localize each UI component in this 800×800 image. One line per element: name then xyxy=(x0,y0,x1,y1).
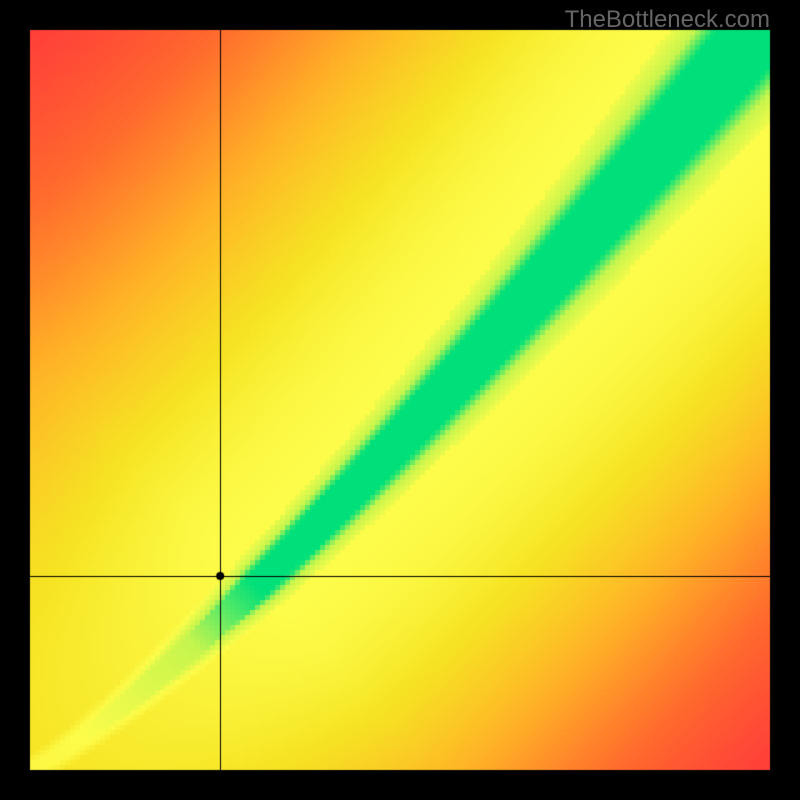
watermark-label: TheBottleneck.com xyxy=(565,6,770,34)
bottleneck-heatmap xyxy=(0,0,800,800)
chart-container: TheBottleneck.com xyxy=(0,0,800,800)
